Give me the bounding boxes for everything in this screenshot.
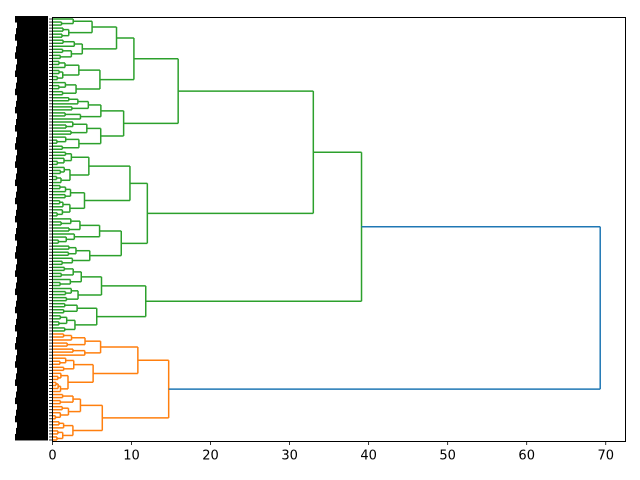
leaf-label-mark [15, 234, 48, 241]
leaf-label-mark [15, 161, 48, 168]
x-axis: 0 10 20 30 40 50 60 70 [48, 441, 614, 464]
x-tick-label: 60 [518, 449, 535, 464]
leaf-label-mark [16, 64, 48, 71]
leaf-label-mark [16, 28, 48, 35]
leaf-label-mark [15, 88, 48, 96]
leaf-label-mark [15, 288, 48, 296]
leaf-label-mark [16, 373, 48, 380]
leaf-label-mark [15, 106, 48, 114]
leaf-label-mark [17, 203, 48, 211]
leaf-label-mark [17, 385, 48, 392]
leaf-label-mark [17, 276, 48, 283]
leaf-label-mark [17, 221, 48, 229]
leaf-label-mark [17, 40, 48, 47]
leaf-label-mark [15, 343, 48, 350]
leaf-label-mark [16, 264, 48, 271]
leaf-label-mark [17, 58, 48, 65]
leaf-label-mark [16, 191, 48, 199]
x-tick-label: 70 [597, 449, 614, 464]
dendrogram-tree [52, 18, 601, 441]
leaf-label-mark [17, 149, 48, 156]
x-tick-label: 10 [123, 449, 140, 464]
x-tick-label: 50 [439, 449, 456, 464]
leaf-label-mark [15, 415, 48, 423]
leaf-label-mark [17, 185, 48, 193]
x-tick-label: 30 [281, 449, 298, 464]
leaf-label-mark [15, 215, 48, 223]
leaf-label-mark [16, 228, 48, 235]
leaf-label-mark [16, 300, 48, 308]
leaf-label-mark [16, 337, 48, 344]
leaf-label-mark [16, 137, 48, 144]
leaf-label-mark [17, 421, 48, 429]
leaf-label-mark [16, 246, 48, 253]
leaf-label-mark [16, 427, 48, 435]
leaf-label-mark [17, 131, 48, 138]
leaf-label-mark [15, 433, 48, 441]
leaf-label-mark [15, 379, 48, 386]
leaf-label-mark [17, 294, 48, 302]
leaf-label-mark [16, 318, 48, 326]
leaf-label-mark [17, 240, 48, 247]
leaf-label-mark [15, 16, 48, 23]
plot-frame [52, 17, 626, 442]
leaf-label-mark [17, 312, 48, 320]
leaf-label-mark [15, 70, 48, 78]
leaf-label-mark [17, 76, 48, 84]
leaf-label-mark [16, 82, 48, 90]
leaf-label-mark [15, 179, 48, 187]
leaf-label-mark [17, 349, 48, 356]
leaf-label-mark [16, 100, 48, 108]
leaf-label-mark [16, 46, 48, 53]
leaf-label-mark [15, 125, 48, 132]
leaf-label-mark [15, 306, 48, 314]
x-tick-label: 20 [202, 449, 219, 464]
leaf-label-mark [17, 22, 48, 29]
leaf-label-mark [15, 270, 48, 277]
leaf-label-mark [16, 409, 48, 417]
leaf-label-mark [16, 355, 48, 362]
leaf-label-mark [17, 403, 48, 411]
leaf-label-mark [15, 34, 48, 41]
leaf-label-mark [16, 155, 48, 162]
leaf-label-mark [17, 94, 48, 102]
leaf-labels [15, 16, 53, 441]
leaf-label-mark [15, 324, 48, 332]
leaf-label-mark [17, 330, 48, 338]
leaf-label-mark [17, 258, 48, 265]
leaf-label-mark [16, 173, 48, 180]
leaf-label-mark [16, 209, 48, 217]
leaf-label-mark [16, 118, 48, 126]
leaf-label-mark [15, 252, 48, 259]
leaf-label-mark [17, 167, 48, 174]
leaf-label-mark [16, 282, 48, 290]
leaf-label-mark [17, 367, 48, 374]
leaf-label-mark [15, 397, 48, 405]
leaf-label-mark [15, 361, 48, 368]
x-tick-label: 0 [48, 449, 56, 464]
x-tick-label: 40 [360, 449, 377, 464]
leaf-label-mark [15, 52, 48, 59]
leaf-label-mark [17, 112, 48, 120]
leaf-label-mark [15, 197, 48, 205]
leaf-label-mark [15, 143, 48, 150]
leaf-label-mark [16, 391, 48, 399]
